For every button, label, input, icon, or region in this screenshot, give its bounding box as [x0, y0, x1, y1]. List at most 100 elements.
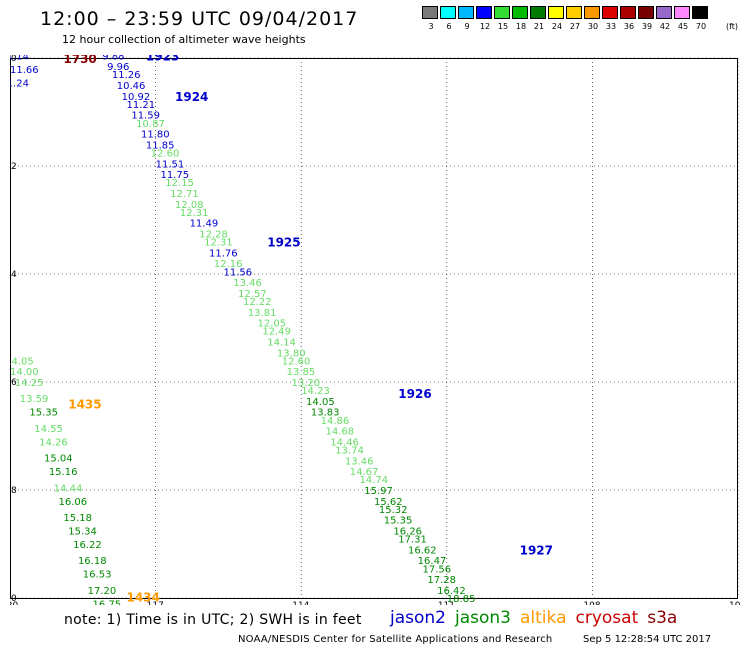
colorbar-label: 33: [605, 22, 617, 31]
wave-height-value: 13.74: [335, 446, 364, 457]
latitude-tick-label: -44: [10, 270, 17, 280]
pass-time-label: 1925: [267, 236, 300, 250]
wave-height-value: 14.44: [54, 483, 83, 494]
wave-height-map: -120 -117 -114 -111 -108 -105 -40 -42 -44 -46 -48 -…: [10, 55, 740, 605]
wave-height-value: 16.53: [83, 570, 112, 581]
colorbar-swatch: [476, 6, 492, 19]
pass-time-label: 1435: [68, 398, 101, 412]
wave-height-value: 12.31: [204, 238, 233, 249]
wave-height-value: 18.85: [447, 594, 476, 605]
legend-item-jason3: jason3: [455, 608, 511, 628]
wave-height-value: 14.46: [330, 437, 359, 448]
wave-height-value: 11.80: [141, 130, 170, 141]
colorbar-swatch: [422, 6, 438, 19]
colorbar-swatch: [674, 6, 690, 19]
legend-item-jason2: jason2: [390, 608, 446, 628]
wave-height-value: 12.15: [165, 178, 194, 189]
colorbar-label: 21: [533, 22, 545, 31]
wave-height-value: 11.21: [126, 100, 155, 111]
colorbar-swatch: [602, 6, 618, 19]
pass-time-label: 1924: [175, 90, 208, 104]
colorbar-label: 18: [515, 22, 527, 31]
wave-height-value: 13.46: [233, 278, 262, 289]
colorbar-label: 45: [677, 22, 689, 31]
wave-height-value: 13.83: [311, 408, 340, 419]
colorbar-label: 6: [446, 22, 452, 31]
wave-height-value: 14.67: [350, 467, 379, 478]
map-frame: [10, 58, 738, 599]
wave-height-value: 16.62: [408, 545, 437, 556]
colorbar-swatch: [494, 6, 510, 19]
wave-height-value: 17.31: [398, 535, 427, 546]
colorbar-label: 36: [623, 22, 635, 31]
wave-height-value: 12.49: [262, 327, 291, 338]
colorbar-label: 70: [695, 22, 707, 31]
pass-time-label: 1434: [126, 590, 159, 604]
wave-height-value: 14.26: [39, 437, 68, 448]
colorbar-label: 27: [569, 22, 581, 31]
wave-height-value: 13.46: [345, 456, 374, 467]
wave-height-value: 16.26: [393, 527, 422, 538]
longitude-tick-label: -111: [435, 601, 455, 605]
wave-height-value: 10.87: [136, 119, 165, 130]
wave-height-value: 17.28: [427, 575, 456, 586]
wave-height-value: 12.71: [170, 189, 199, 200]
wave-height-value: 11.59: [131, 111, 160, 122]
wave-height-value: 13.80: [277, 348, 306, 359]
generation-timestamp: Sep 5 12:28:54 UTC 2017: [583, 634, 712, 645]
wave-height-value: 13.81: [248, 308, 277, 319]
wave-height-value: 11.49: [190, 219, 219, 230]
colorbar-swatch: [656, 6, 672, 19]
wave-height-value: 16.06: [59, 497, 88, 508]
satellite-legend: jason2 jason3 altika cryosat s3a: [390, 608, 686, 628]
wave-height-value: 14.00: [10, 367, 39, 378]
colorbar-swatch: [548, 6, 564, 19]
wave-height-value: 12.60: [282, 356, 311, 367]
colorbar-label: 39: [641, 22, 653, 31]
wave-height-value: 11.14: [10, 55, 29, 62]
pass-time-label: 1926: [398, 387, 431, 401]
wave-height-value: 17.20: [88, 586, 117, 597]
credit-line: NOAA/NESDIS Center for Satellite Applica…: [238, 634, 553, 645]
wave-height-value: 14.23: [301, 386, 330, 397]
wave-height-value: 15.62: [374, 497, 403, 508]
wave-height-value: 12.60: [151, 149, 180, 160]
wave-height-value: 11.26: [112, 70, 141, 81]
colorbar-label: 30: [587, 22, 599, 31]
wave-height-value: 11.51: [156, 159, 185, 170]
wave-height-value: 11.85: [146, 140, 175, 151]
wave-height-value: 11.24: [10, 78, 29, 89]
wave-height-value: 13.59: [20, 394, 49, 405]
colorbar-label: 42: [659, 22, 671, 31]
pass-time-label: 1927: [520, 543, 553, 557]
pass-time-label: 1923: [146, 55, 179, 63]
wave-height-value: 10.92: [122, 92, 151, 103]
wave-height-value: 12.57: [238, 289, 267, 300]
colorbar-label: 12: [479, 22, 491, 31]
wave-height-value: 15.04: [44, 454, 73, 465]
colorbar-label: 3: [428, 22, 434, 31]
wave-height-value: 14.55: [34, 424, 63, 435]
longitude-tick-label: -108: [580, 601, 601, 605]
wave-height-value: 13.20: [291, 378, 320, 389]
longitude-tick-label: -117: [143, 601, 163, 605]
colorbar-swatch: [620, 6, 636, 19]
wave-height-value: 12.08: [175, 200, 204, 211]
wave-height-value: 13.85: [287, 367, 316, 378]
note-text: note: 1) Time is in UTC; 2) SWH is in fe…: [64, 612, 362, 628]
wave-height-value: 14.14: [267, 338, 296, 349]
latitude-tick-label: -50: [10, 594, 17, 604]
longitude-tick-label: -105: [726, 601, 740, 605]
legend-item-s3a: s3a: [647, 608, 678, 628]
wave-height-value: 15.34: [68, 527, 97, 538]
wave-height-value: 16.22: [73, 540, 102, 551]
colorbar-label: 9: [464, 22, 470, 31]
colorbar-label: 24: [551, 22, 563, 31]
wave-height-value: 16.18: [78, 556, 107, 567]
wave-height-value: 11.75: [160, 170, 189, 181]
wave-height-value: 12.28: [199, 230, 228, 241]
wave-height-value: 16.42: [437, 586, 466, 597]
colorbar-swatch: [458, 6, 474, 19]
colorbar-swatch: [530, 6, 546, 19]
wave-height-value: 14.05: [306, 397, 335, 408]
